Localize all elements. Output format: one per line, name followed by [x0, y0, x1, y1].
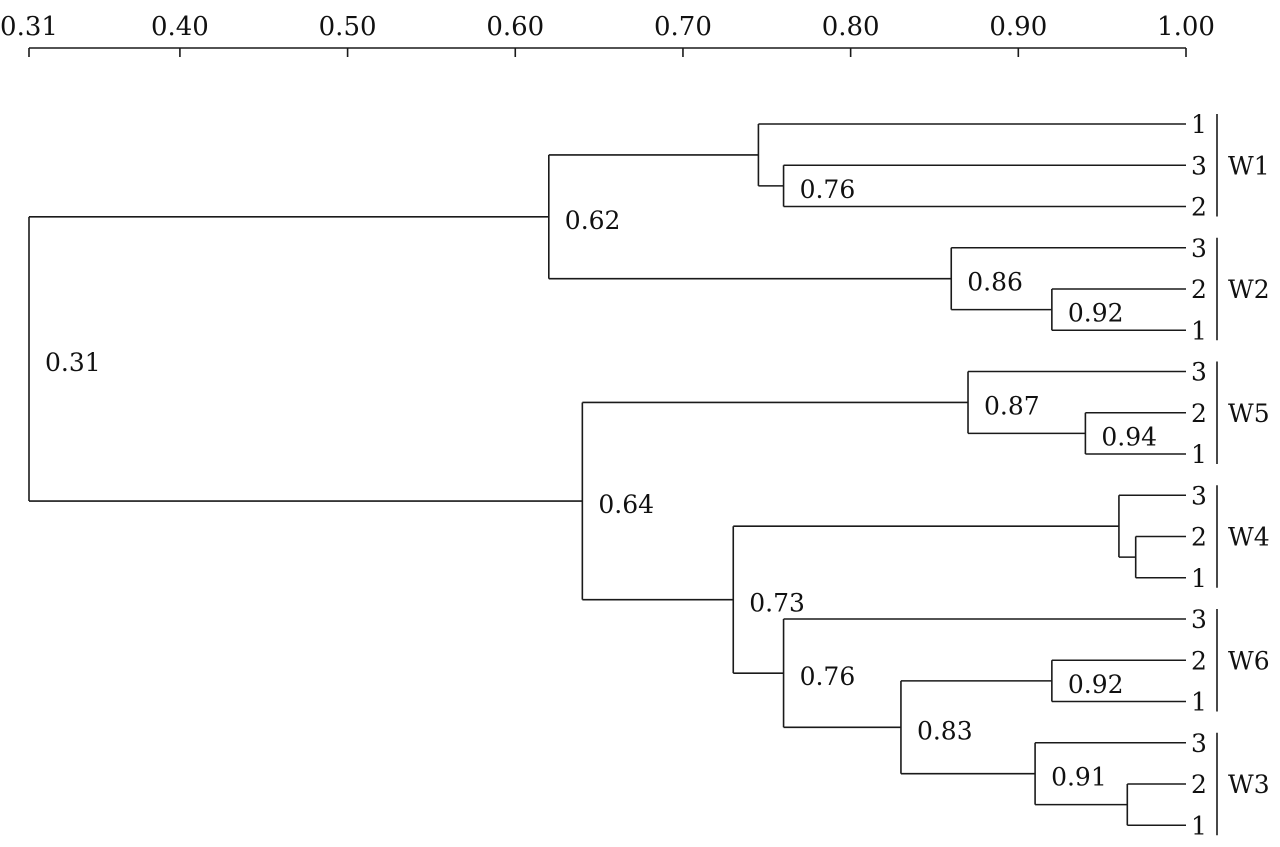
node-similarity-label: 0.62: [565, 206, 621, 235]
node-similarity-label: 0.76: [800, 175, 856, 204]
leaf-label: 2: [1191, 523, 1207, 552]
node-similarity-label: 0.92: [1068, 670, 1124, 699]
leaf-label: 1: [1191, 811, 1207, 840]
leaf-label: 1: [1191, 440, 1207, 469]
node-similarity-label: 0.91: [1051, 763, 1107, 792]
node-similarity-label: 0.83: [917, 716, 973, 745]
group-label: W3: [1228, 770, 1270, 799]
leaf-label: 2: [1191, 193, 1207, 222]
leaf-label: 3: [1191, 151, 1207, 180]
leaf-label: 1: [1191, 316, 1207, 345]
axis-tick-label: 0.31: [0, 12, 58, 42]
dendrogram-tree: [28, 123, 1186, 827]
group-label: W2: [1228, 275, 1270, 304]
node-similarity-label: 0.64: [598, 490, 654, 519]
group-label: W4: [1228, 523, 1270, 552]
axis-tick-label: 1.00: [1157, 12, 1215, 42]
axis-tick-label: 0.90: [989, 12, 1047, 42]
axis-tick-label: 0.40: [151, 12, 209, 42]
group-label: W6: [1228, 646, 1270, 675]
group-label: W1: [1228, 151, 1270, 180]
leaf-label: 2: [1191, 770, 1207, 799]
node-similarity-label: 0.73: [749, 589, 805, 618]
axis-tick-label: 0.70: [654, 12, 712, 42]
leaf-label: 3: [1191, 481, 1207, 510]
node-similarity-label: 0.86: [967, 268, 1023, 297]
node-similarity-label: 0.31: [45, 348, 101, 377]
node-similarity-label: 0.76: [800, 662, 856, 691]
node-similarity-label: 0.92: [1068, 299, 1124, 328]
leaf-label: 1: [1191, 564, 1207, 593]
leaf-label: 2: [1191, 275, 1207, 304]
node-labels: 0.76 0.92 0.86 0.62 0.94 0.87 0.92 0.91 0.83 0.76…: [45, 175, 1157, 792]
group-brackets: W1 W2 W5 W4 W6 W3: [1216, 114, 1270, 836]
leaf-label: 1: [1191, 110, 1207, 139]
leaf-label: 3: [1191, 358, 1207, 387]
leaf-label: 2: [1191, 399, 1207, 428]
leaf-label: 1: [1191, 688, 1207, 717]
axis-tick-label: 0.80: [822, 12, 880, 42]
axis-tick-label: 0.60: [486, 12, 544, 42]
leaf-label: 3: [1191, 605, 1207, 634]
leaf-label: 3: [1191, 729, 1207, 758]
node-similarity-label: 0.87: [984, 391, 1040, 420]
leaf-labels: 1 3 2 3 2 1 3 2 1 3 2 1 3 2 1 3 2 1: [1191, 110, 1207, 840]
axis-tick-label: 0.50: [319, 12, 377, 42]
similarity-axis: 0.31 0.40 0.50 0.60 0.70 0.80 0.90 1.00: [0, 12, 1215, 57]
group-label: W5: [1228, 399, 1270, 428]
node-similarity-label: 0.94: [1101, 422, 1157, 451]
leaf-label: 2: [1191, 646, 1207, 675]
leaf-label: 3: [1191, 234, 1207, 263]
